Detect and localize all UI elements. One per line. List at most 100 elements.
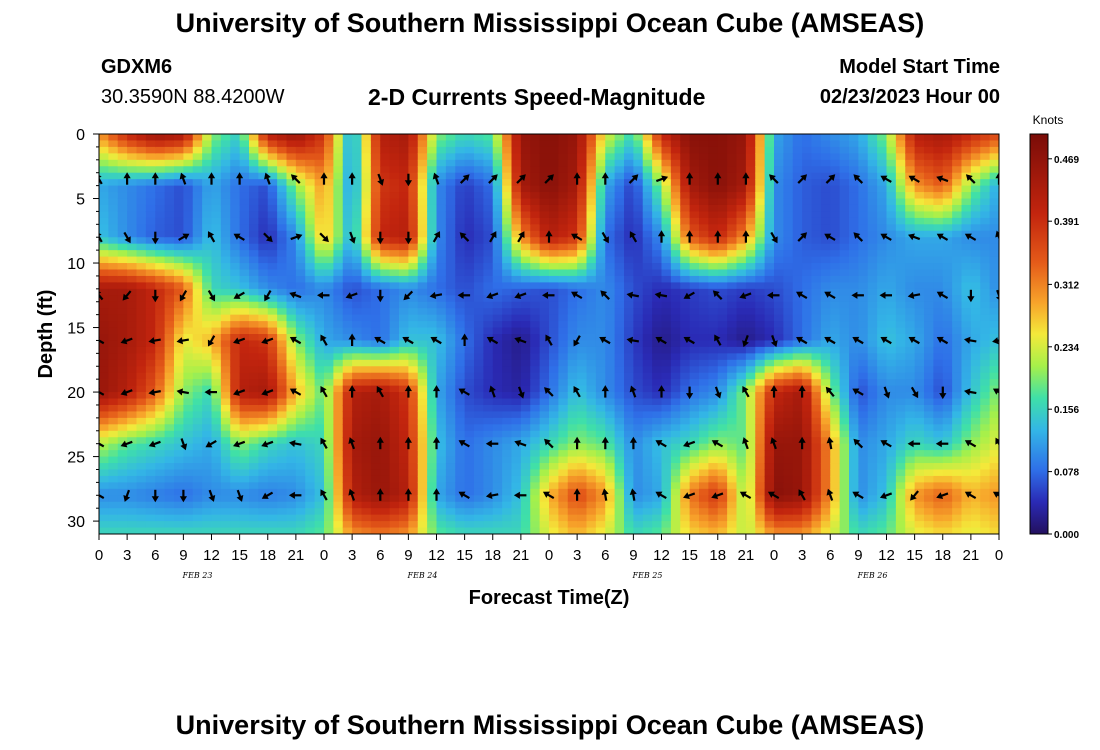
heatmap-cell: [174, 392, 184, 400]
heatmap-cell: [483, 359, 494, 367]
heatmap-cell: [642, 372, 653, 380]
heatmap-cell: [145, 488, 156, 496]
heatmap-cell: [727, 321, 738, 329]
heatmap-cell: [202, 366, 213, 374]
heatmap-cell: [727, 334, 738, 342]
heatmap-cell: [230, 450, 241, 458]
heatmap-cell: [802, 398, 813, 406]
heatmap-cell: [333, 508, 344, 516]
heatmap-cell: [661, 243, 672, 251]
heatmap-cell: [745, 308, 756, 316]
heatmap-cell: [642, 469, 653, 477]
heatmap-cell: [680, 198, 691, 206]
heatmap-cell: [183, 430, 194, 438]
heatmap-cell: [605, 166, 616, 174]
heatmap-cell: [830, 224, 841, 232]
heatmap-cell: [286, 527, 297, 534]
heatmap-cell: [755, 211, 766, 219]
heatmap-cell: [295, 224, 306, 232]
heatmap-cell: [736, 192, 747, 200]
heatmap-cell: [567, 527, 578, 534]
heatmap-cell: [164, 424, 175, 432]
heatmap-cell: [436, 146, 447, 154]
station-id: GDXM6: [101, 56, 173, 78]
heatmap-cell: [595, 482, 606, 490]
heatmap-cell: [492, 417, 503, 425]
heatmap-cell: [314, 475, 325, 483]
heatmap-cell: [333, 482, 344, 490]
heatmap-cell: [370, 159, 381, 167]
heatmap-cell: [567, 166, 578, 174]
heatmap-cell: [267, 353, 278, 361]
heatmap-cell: [745, 204, 756, 213]
heatmap-cell: [136, 398, 147, 406]
heatmap-cell: [652, 256, 663, 264]
heatmap-cell: [774, 146, 784, 154]
heatmap-cell: [145, 314, 156, 322]
heatmap-cell: [174, 450, 184, 458]
heatmap-cell: [399, 359, 409, 367]
heatmap-cell: [380, 134, 391, 142]
heatmap-cell: [145, 443, 156, 451]
heatmap-cell: [558, 508, 569, 516]
heatmap-cell: [427, 146, 438, 154]
heatmap-cell: [258, 456, 269, 464]
heatmap-cell: [108, 340, 119, 348]
heatmap-cell: [745, 153, 756, 161]
heatmap-cell: [642, 134, 653, 142]
heatmap-cell: [792, 146, 803, 154]
heatmap-cell: [520, 288, 531, 296]
heatmap-cell: [352, 263, 363, 271]
heatmap-cell: [370, 450, 381, 458]
heatmap-cell: [164, 495, 175, 503]
heatmap-cell: [314, 334, 325, 342]
heatmap-cell: [549, 475, 559, 483]
heatmap-cell: [389, 404, 400, 413]
heatmap-cell: [427, 456, 438, 464]
heatmap-cell: [792, 230, 803, 238]
heatmap-cell: [736, 353, 747, 361]
heatmap-cell: [774, 153, 784, 161]
heatmap-cell: [342, 404, 353, 413]
heatmap-cell: [830, 314, 841, 322]
heatmap-cell: [436, 288, 447, 296]
heatmap-cell: [464, 488, 475, 496]
heatmap-cell: [605, 463, 616, 471]
heatmap-cell: [680, 146, 691, 154]
heatmap-cell: [774, 353, 784, 361]
heatmap-cell: [239, 153, 250, 161]
heatmap-cell: [99, 179, 109, 187]
heatmap-cell: [549, 198, 559, 206]
heatmap-cell: [352, 379, 363, 387]
heatmap-cell: [427, 508, 438, 516]
heatmap-cell: [708, 417, 719, 425]
heatmap-cell: [708, 372, 719, 380]
heatmap-cell: [586, 346, 597, 354]
heatmap-cell: [389, 185, 400, 193]
heatmap-cell: [202, 185, 213, 193]
heatmap-cell: [764, 308, 775, 316]
heatmap-cell: [474, 237, 484, 245]
heatmap-cell: [174, 185, 184, 193]
heatmap-cell: [624, 198, 634, 206]
heatmap-cell: [689, 430, 700, 438]
heatmap-cell: [520, 153, 531, 161]
heatmap-cell: [145, 463, 156, 471]
heatmap-cell: [427, 417, 438, 425]
heatmap-cell: [539, 514, 550, 522]
heatmap-cell: [727, 392, 738, 400]
heatmap-cell: [586, 288, 597, 296]
heatmap-cell: [549, 269, 559, 277]
heatmap-cell: [286, 488, 297, 496]
heatmap-cell: [155, 224, 166, 232]
heatmap-cell: [670, 217, 681, 225]
heatmap-cell: [492, 243, 503, 251]
heatmap-cell: [202, 475, 213, 483]
heatmap-cell: [727, 404, 738, 413]
heatmap-cell: [774, 411, 784, 419]
heatmap-cell: [220, 398, 231, 406]
heatmap-cell: [352, 469, 363, 477]
heatmap-cell: [633, 288, 644, 296]
heatmap-cell: [745, 263, 756, 271]
heatmap-cell: [427, 443, 438, 451]
